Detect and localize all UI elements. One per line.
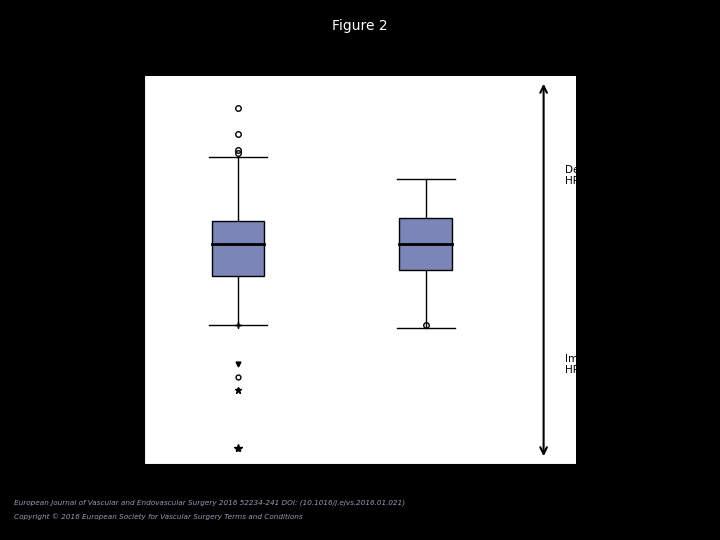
Text: Figure 2: Figure 2 [332, 19, 388, 33]
Text: Copyright © 2016 European Society for Vascular Surgery Terms and Conditions: Copyright © 2016 European Society for Va… [14, 513, 303, 519]
Bar [400, 218, 452, 270]
Text: Deteriorated
HRQoL: Deteriorated HRQoL [565, 165, 631, 186]
Bar [212, 221, 264, 276]
Y-axis label: HRQoL change (Δ): HRQoL change (Δ) [94, 216, 107, 324]
Text: Improved
HRQoL: Improved HRQoL [565, 354, 615, 375]
Text: European Journal of Vascular and Endovascular Surgery 2016 52234-241 DOI: (10.10: European Journal of Vascular and Endovas… [14, 500, 405, 506]
